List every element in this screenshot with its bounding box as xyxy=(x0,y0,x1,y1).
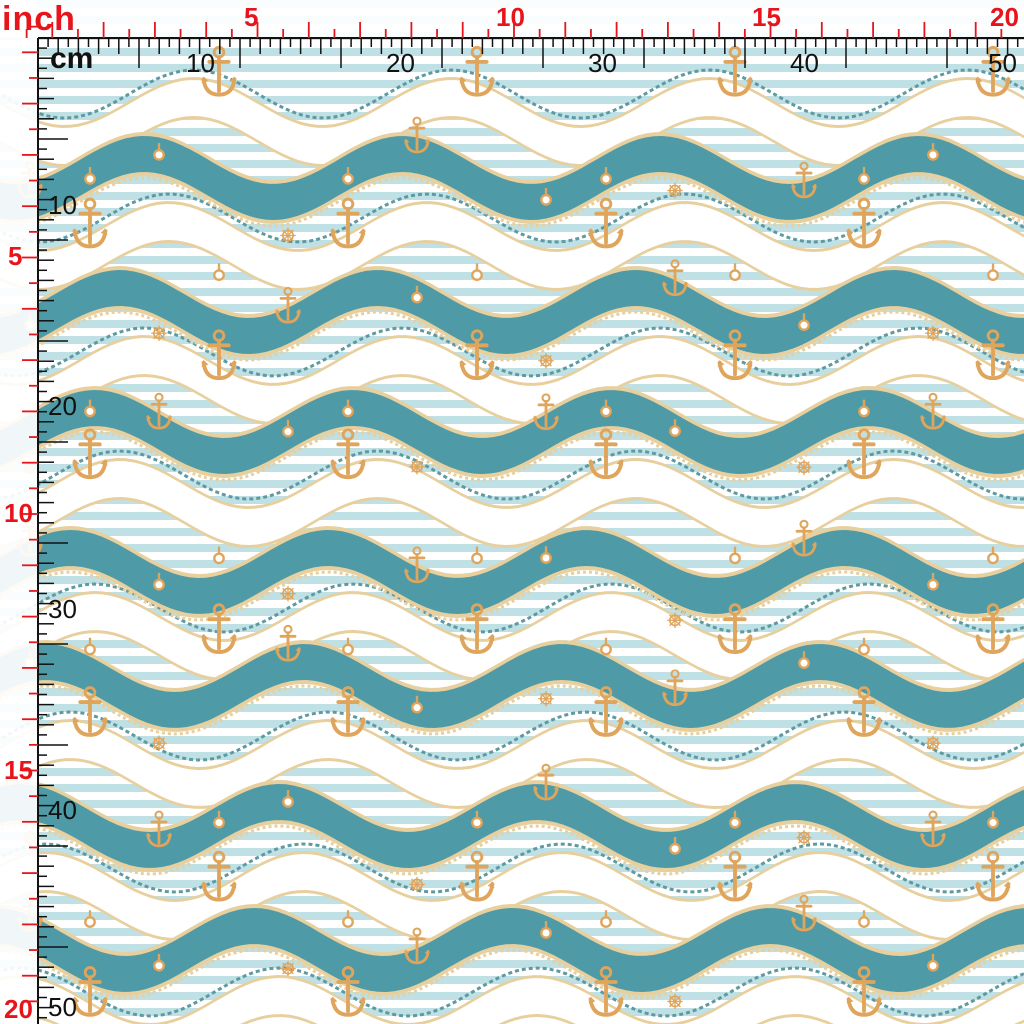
rope-icon xyxy=(0,684,1024,736)
ship-wheel-icon xyxy=(666,182,684,200)
ship-wheel-icon xyxy=(408,458,426,476)
rope-icon xyxy=(0,570,1024,622)
rope-icon xyxy=(0,582,1024,634)
teal-wave-band xyxy=(0,530,1024,614)
rope-icon xyxy=(0,449,1024,501)
inch-left-label: 10 xyxy=(4,498,33,528)
ship-wheel-icon xyxy=(21,829,39,847)
teal-wave-band xyxy=(0,270,1024,354)
inch-top-label: 20 xyxy=(990,2,1019,32)
ship-wheel-icon xyxy=(21,458,39,476)
rope-icon xyxy=(0,710,1024,762)
cm-left-label: 40 xyxy=(48,795,77,825)
teal-wave-band xyxy=(0,136,1024,220)
ship-wheel-icon xyxy=(279,585,297,603)
ship-wheel-icon xyxy=(924,734,942,752)
ship-wheel-icon xyxy=(279,226,297,244)
ship-wheel-icon xyxy=(666,992,684,1010)
white-wave-band xyxy=(0,338,1024,422)
ship-wheel-icon xyxy=(795,458,813,476)
inch-left-label: 5 xyxy=(8,241,23,271)
ship-wheel-icon xyxy=(537,352,555,370)
inch-top-label: 10 xyxy=(496,2,525,32)
ship-wheel-icon xyxy=(279,960,297,978)
white-wave-band xyxy=(0,204,1024,288)
teal-wave-band xyxy=(0,644,1024,728)
wave-bands xyxy=(0,68,1024,1024)
rope-icon xyxy=(0,842,1024,894)
rope-icon xyxy=(0,192,1024,244)
white-wave-band xyxy=(0,978,1024,1024)
ship-wheel-icon xyxy=(795,829,813,847)
white-wave-band xyxy=(0,80,1024,164)
white-wave-band xyxy=(0,854,1024,938)
rope-icon xyxy=(0,68,1024,120)
cm-left-label: 50 xyxy=(48,992,77,1022)
rope-icon xyxy=(0,948,1024,1000)
cm-top-label: 40 xyxy=(790,48,819,78)
cm-top-label: 50 xyxy=(988,48,1017,78)
teal-wave-band xyxy=(0,784,1024,868)
rope-icon xyxy=(0,966,1024,1018)
cm-top-label: 20 xyxy=(386,48,415,78)
ship-wheel-icon xyxy=(150,734,168,752)
white-wave-band xyxy=(0,461,1024,545)
rope-icon xyxy=(0,310,1024,362)
inch-top-label: 5 xyxy=(244,2,259,32)
ship-wheel-icon xyxy=(150,324,168,342)
ship-wheel-icon xyxy=(924,324,942,342)
teal-wave-band xyxy=(0,908,1024,992)
cm-unit-label: cm xyxy=(50,42,94,75)
cm-left-label: 10 xyxy=(48,190,77,220)
cm-top-label: 30 xyxy=(588,48,617,78)
inch-left-label: 20 xyxy=(4,994,33,1024)
cm-left-label: 30 xyxy=(48,594,77,624)
cm-left-label: 20 xyxy=(48,391,77,421)
teal-wave-band xyxy=(0,390,1024,474)
inch-top-label: 15 xyxy=(752,2,781,32)
inch-unit-label: inch xyxy=(2,0,76,38)
ship-wheel-icon xyxy=(666,611,684,629)
cm-top-label: 10 xyxy=(186,48,215,78)
ship-wheel-icon xyxy=(408,875,426,893)
rope-icon xyxy=(0,430,1024,482)
ship-wheel-icon xyxy=(537,690,555,708)
inch-left-label: 15 xyxy=(4,755,33,785)
